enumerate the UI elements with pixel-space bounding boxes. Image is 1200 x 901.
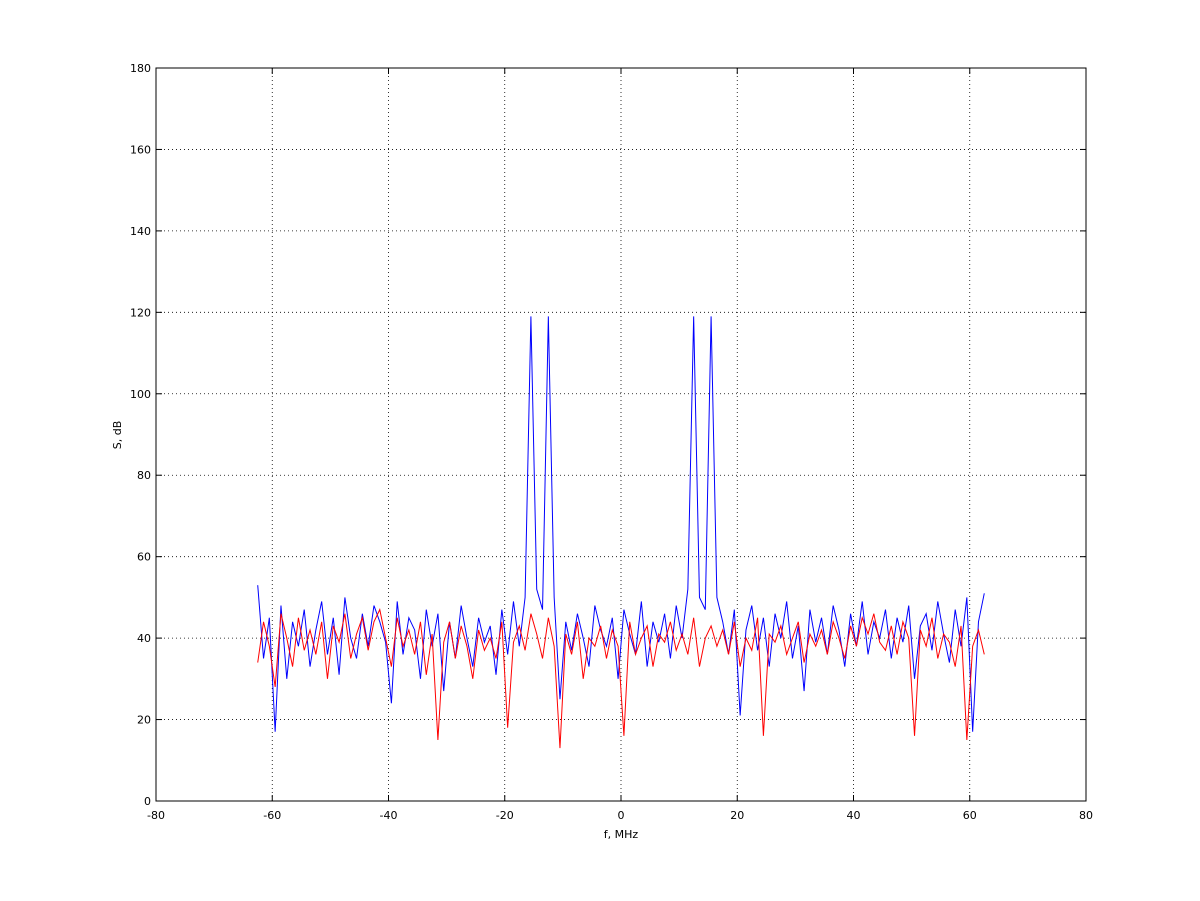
x-tick-label: 60	[963, 809, 977, 822]
series-line	[257, 316, 985, 732]
x-tick-label: 80	[1079, 809, 1093, 822]
x-tick-label: 0	[618, 809, 625, 822]
y-tick-label: 100	[130, 388, 151, 401]
y-tick-label: 60	[137, 551, 151, 564]
y-tick-label: 140	[130, 225, 151, 238]
plot-frame	[155, 67, 1087, 802]
y-tick-label: 0	[144, 795, 151, 808]
y-tick-label: 180	[130, 62, 151, 75]
y-tick-label: 40	[137, 632, 151, 645]
y-tick-label: 20	[137, 714, 151, 727]
y-tick-label: 120	[130, 306, 151, 319]
x-tick-label: -20	[496, 809, 514, 822]
series-line	[257, 608, 985, 749]
x-tick-label: -40	[380, 809, 398, 822]
x-tick-label: -80	[147, 809, 165, 822]
x-tick-label: 40	[847, 809, 861, 822]
y-tick-label: 160	[130, 143, 151, 156]
x-tick-label: 20	[730, 809, 744, 822]
y-tick-label: 80	[137, 469, 151, 482]
x-axis-label: f, MHz	[604, 828, 639, 841]
x-tick-label: -60	[263, 809, 281, 822]
y-axis-label: S, dB	[111, 421, 124, 450]
